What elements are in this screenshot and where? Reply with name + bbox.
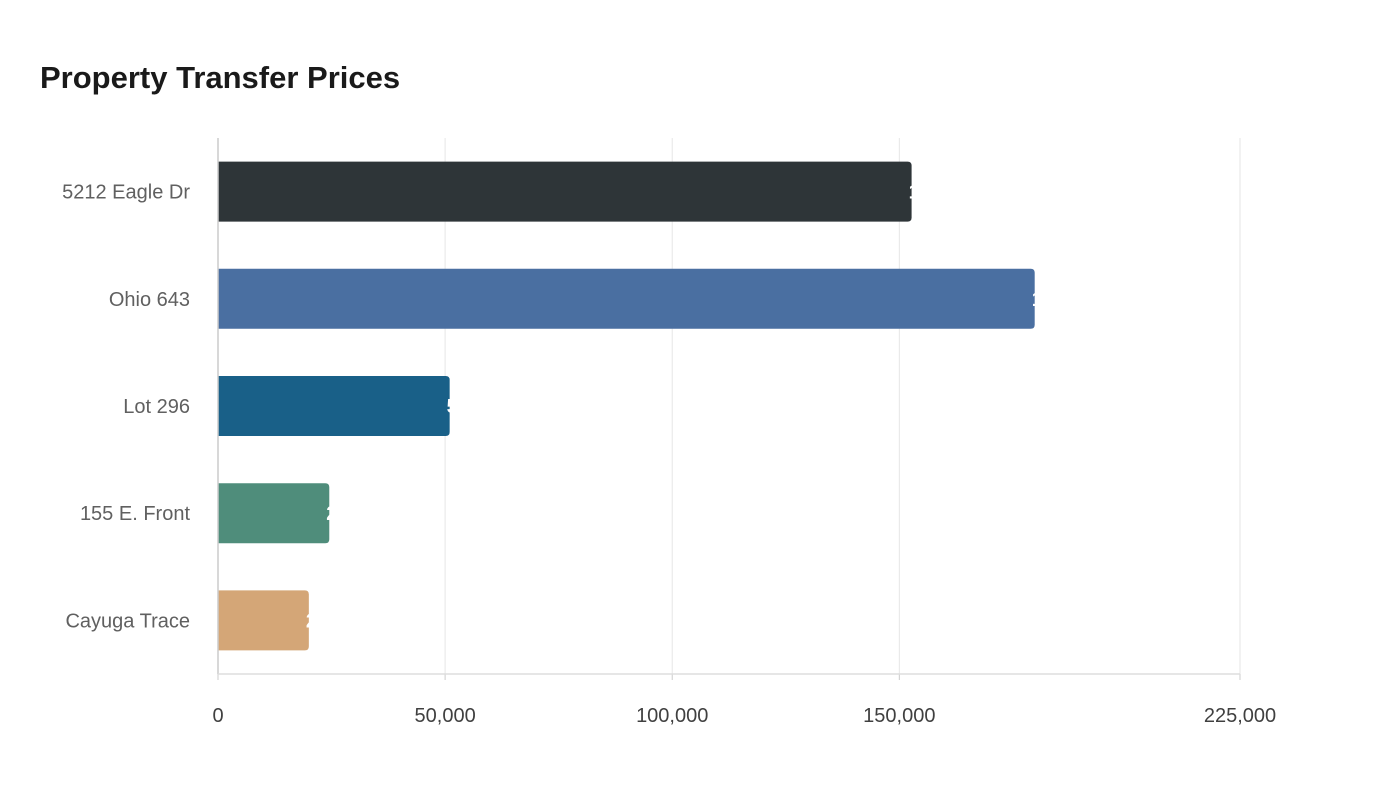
x-tick-label: 50,000 bbox=[415, 705, 476, 727]
bar-layer bbox=[218, 161, 1035, 651]
category-label: 5212 Eagle Dr bbox=[62, 182, 190, 204]
chart-title: Property Transfer Prices bbox=[40, 60, 401, 95]
value-label: 2 bbox=[306, 610, 317, 632]
value-label: 1 bbox=[1032, 289, 1043, 311]
value-label: 5 bbox=[447, 396, 458, 418]
category-label: Ohio 643 bbox=[109, 289, 190, 311]
value-label: 2 bbox=[326, 503, 337, 525]
x-tick-label: 225,000 bbox=[1204, 705, 1276, 727]
value-label: 1 bbox=[909, 182, 920, 204]
bar bbox=[218, 483, 330, 544]
category-label: Cayuga Trace bbox=[65, 610, 190, 632]
label-layer: 0 50,000 100,000 150,000 225,000 5212 Eagle D… bbox=[62, 182, 1276, 727]
bar bbox=[218, 161, 912, 222]
category-label: Lot 296 bbox=[123, 396, 190, 418]
x-tick-label: 0 bbox=[212, 705, 223, 727]
bar bbox=[218, 590, 309, 651]
axis-layer bbox=[217, 138, 1241, 680]
x-tick-label: 150,000 bbox=[863, 705, 935, 727]
bar bbox=[218, 268, 1035, 329]
bar bbox=[218, 376, 450, 436]
category-label: 155 E. Front bbox=[80, 503, 191, 525]
grid-layer bbox=[444, 138, 1241, 674]
x-tick-label: 100,000 bbox=[636, 705, 708, 727]
